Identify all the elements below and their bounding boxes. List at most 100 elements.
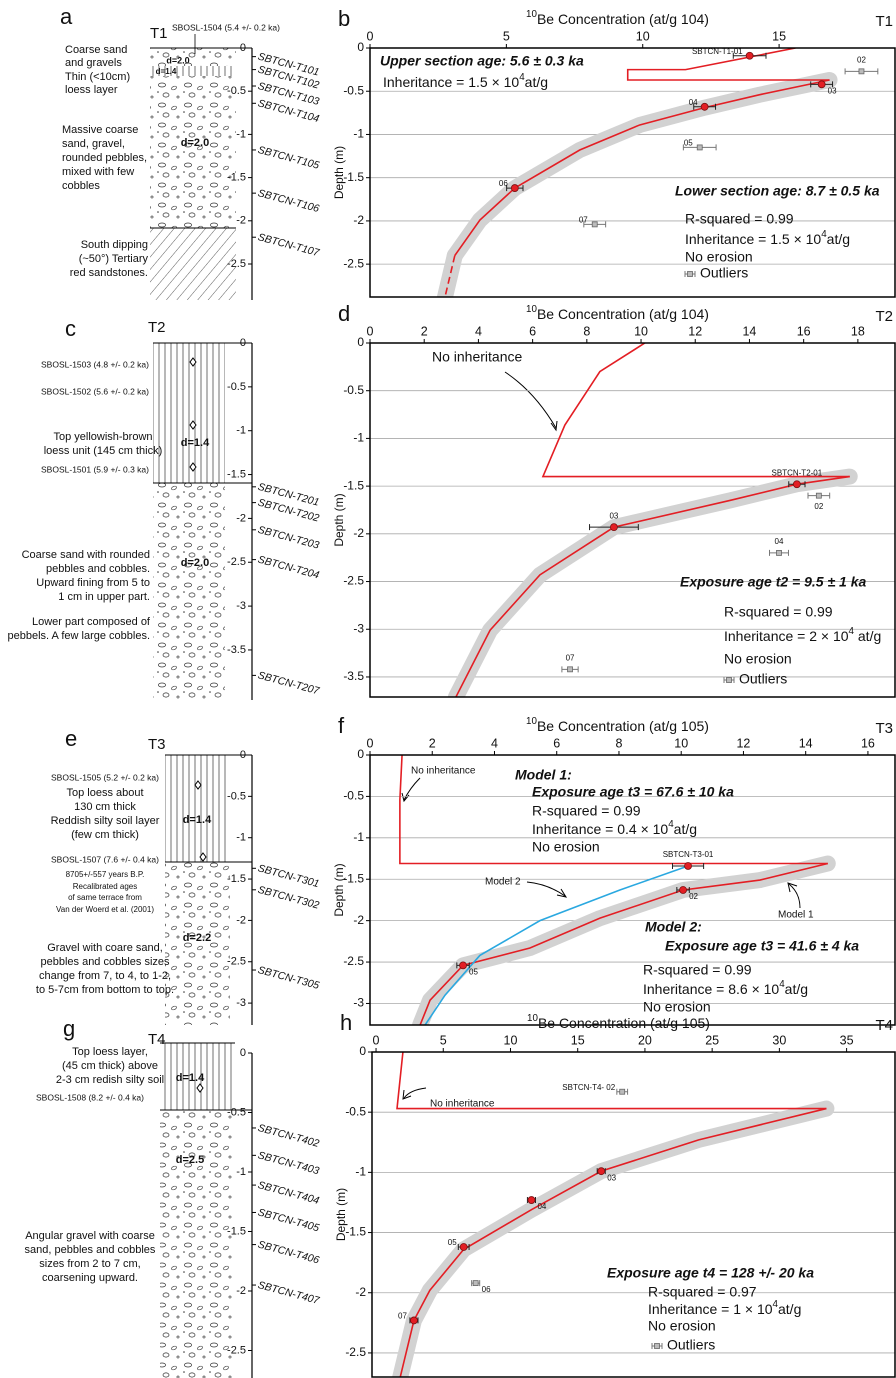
unit-description: Thin (<10cm) — [65, 71, 130, 83]
osl-sample: SBOSL-1502 (5.6 +/- 0.2 ka) — [41, 386, 149, 396]
x-tick-label: 10 — [674, 736, 688, 750]
unit-description: pebbels. A few large cobbles. — [8, 630, 150, 642]
sample-name: SBTCN-T105 — [257, 144, 321, 172]
depth-tick-label: -2.5 — [227, 556, 246, 568]
x-axis-label-part: 10 — [527, 1013, 538, 1024]
annotation: Inheritance = 2 × 104 at/g — [724, 626, 881, 644]
loess-layer — [153, 343, 225, 483]
unit-description: loess unit (145 cm thick) — [44, 445, 163, 457]
density-label: d=2.5 — [176, 1154, 204, 1166]
annotation-part: Inheritance = 1.5 × 10 — [383, 74, 519, 90]
arrow — [403, 777, 421, 801]
unit-description: and gravels — [65, 57, 122, 69]
sample-point — [510, 184, 519, 192]
arrowhead — [556, 888, 568, 898]
depth-tick-label: -2.5 — [227, 258, 246, 270]
sample-label: 07 — [398, 1312, 407, 1321]
x-tick-label: 30 — [772, 1033, 786, 1047]
sample-label: SBTCN-T4- 02 — [562, 1083, 615, 1092]
x-tick-label: 35 — [840, 1033, 854, 1047]
x-axis-label-part: 4 — [696, 11, 704, 27]
sample-label: SBTCN-T3-01 — [663, 850, 714, 859]
arrowhead — [401, 792, 410, 803]
annotation: R-squared = 0.99 — [685, 211, 794, 227]
outlier-point — [591, 221, 598, 228]
model-curve — [399, 1107, 827, 1377]
model-curve — [541, 343, 850, 478]
depth-tick-label: -1 — [236, 128, 246, 140]
terrace-label: T2 — [875, 308, 893, 325]
panel-letter: a — [60, 4, 73, 29]
stratigraphic-columns — [150, 34, 252, 1378]
x-axis-label-part: Be Concentration (at/g 10 — [537, 306, 697, 322]
model-curve — [399, 755, 828, 865]
depth-tick-label: -2 — [236, 914, 246, 926]
y-tick-label: -2.5 — [345, 1345, 366, 1359]
legend-symbol — [687, 271, 693, 277]
x-axis-label-part: 10 — [526, 9, 537, 20]
outlier-point — [696, 144, 703, 151]
legend-symbol — [654, 1343, 660, 1349]
y-tick-label: 0 — [359, 1044, 366, 1058]
y-tick-label: -0.5 — [343, 83, 364, 97]
x-axis-label-part: Be Concentration (at/g 10 — [537, 11, 697, 27]
osl-sample: SBOSL-1503 (4.8 +/- 0.2 ka) — [41, 359, 149, 369]
y-tick-label: -3 — [353, 996, 364, 1010]
x-axis-label-part: 10 — [526, 304, 537, 315]
sample-point — [610, 523, 618, 532]
osl-sample: SBOSL-1504 (5.4 +/- 0.2 ka) — [172, 22, 280, 32]
annotation: Exposure age t2 = 9.5 ± 1 ka — [680, 574, 866, 590]
y-tick-label: -1.5 — [343, 170, 364, 184]
panel-letter: b — [338, 6, 350, 31]
unit-description: Massive coarse — [62, 124, 138, 136]
y-axis-label: Depth (m) — [332, 146, 346, 199]
sample-point — [745, 51, 754, 60]
x-tick-label: 15 — [571, 1033, 585, 1047]
unit-description: 130 cm thick — [74, 801, 136, 813]
sample-label: 07 — [579, 215, 588, 224]
sample-label: 02 — [857, 55, 866, 64]
annotation-part: Inheritance = 0.4 × 10 — [532, 821, 668, 837]
annotation-part: Inheritance = 1 × 10 — [648, 1301, 773, 1317]
unit-description: mixed with few — [62, 166, 134, 178]
osl-symbol — [196, 1083, 204, 1093]
x-tick-label: 2 — [429, 736, 436, 750]
sample-name: SBTCN-T402 — [257, 1122, 321, 1150]
annotation: R-squared = 0.97 — [648, 1284, 757, 1300]
osl-symbol — [194, 780, 202, 790]
outlier-point — [815, 492, 822, 499]
plot-frame — [369, 47, 896, 298]
depth-tick-label: -0.5 — [227, 85, 246, 97]
x-tick-label: 6 — [553, 736, 560, 750]
annotation-part: at/g — [525, 74, 548, 90]
annotation: No erosion — [685, 249, 753, 265]
depth-tick-label: -2 — [236, 215, 246, 227]
legend-symbol — [726, 677, 732, 683]
annotation: Model 2 — [485, 877, 521, 888]
unit-description: Coarse sand — [65, 44, 127, 56]
unit-description: rounded pebbles, — [62, 152, 147, 164]
legend-label: Outliers — [700, 265, 748, 281]
model-curve — [454, 79, 830, 256]
annotation: Inheritance = 0.4 × 104at/g — [532, 819, 697, 837]
sample-label: 02 — [689, 892, 698, 901]
depth-tick-label: -1.5 — [227, 1225, 246, 1237]
x-axis-label-part: 10 — [526, 716, 537, 727]
x-axis-label: 10Be Concentration (at/g 104) — [526, 304, 709, 322]
x-tick-label: 10 — [634, 324, 648, 338]
x-axis-label-part: ) — [704, 718, 709, 734]
sample-label: 02 — [814, 502, 823, 511]
panel-letter: h — [340, 1010, 352, 1035]
annotation: R-squared = 0.99 — [532, 803, 641, 819]
unit-description: Gravel with coare sand, — [47, 942, 163, 954]
annotation-part: 4 — [519, 72, 525, 83]
annotation-arrows — [401, 371, 801, 1100]
y-tick-label: -1.5 — [345, 1225, 366, 1239]
outlier-point — [776, 550, 782, 556]
y-tick-label: 0 — [357, 335, 364, 349]
y-tick-label: -0.5 — [345, 1104, 366, 1118]
x-tick-label: 0 — [373, 1033, 380, 1047]
y-tick-label: -2 — [355, 1285, 366, 1299]
y-tick-label: -3 — [353, 621, 364, 635]
sample-label: 04 — [689, 98, 698, 107]
